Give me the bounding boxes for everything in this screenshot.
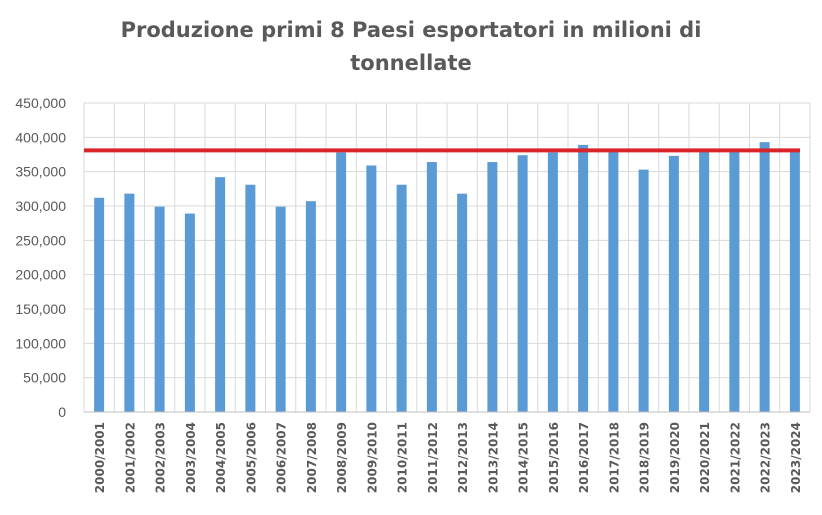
bar [94,197,105,412]
bar [699,151,710,412]
x-tick-label: 2004/2005 [214,422,228,493]
x-tick-label: 2002/2003 [154,422,168,493]
y-tick-label: 400,000 [15,129,66,145]
y-tick-label: 450,000 [15,95,66,111]
x-tick-label: 2007/2008 [305,422,319,493]
bar [245,184,256,412]
bar [729,150,740,412]
x-tick-label: 2012/2013 [456,422,470,493]
bar [789,150,800,412]
chart-title-line-2: tonnellate [350,51,472,75]
x-tick-label: 2022/2023 [759,422,773,493]
x-tick-label: 2010/2011 [396,422,410,493]
x-tick-label: 2001/2002 [123,422,137,493]
bar [668,155,679,412]
y-tick-label: 350,000 [15,164,66,180]
x-tick-label: 2021/2022 [728,422,742,493]
bar [426,162,437,412]
bar [184,213,195,412]
x-tick-label: 2006/2007 [275,422,289,493]
gridlines [83,102,811,412]
x-tick-label: 2023/2024 [789,422,803,493]
x-tick-label: 2000/2001 [93,422,107,493]
bars [94,142,800,413]
bar [396,184,407,412]
x-tick-label: 2009/2010 [365,422,379,493]
bar [638,169,649,412]
x-tick-label: 2019/2020 [668,422,682,493]
x-tick-label: 2014/2015 [517,422,531,493]
y-tick-label: 50,000 [23,370,66,386]
bar [305,201,316,412]
bar [487,162,498,412]
x-tick-label: 2017/2018 [607,422,621,493]
bar [336,152,347,412]
bar [759,142,770,412]
x-tick-label: 2011/2012 [426,422,440,493]
x-tick-label: 2016/2017 [577,422,591,493]
chart-title: Produzione primi 8 Paesi esportatori in … [0,14,822,80]
x-axis-tick-labels: 2000/2001 2001/2002 2002/2003 2003/2004 2004… [93,422,803,493]
bar [578,144,589,413]
x-tick-label: 2003/2004 [184,422,198,493]
y-axis-tick-labels: 0 50,000 100,000 150,000 200,000 250,000 300,0… [15,95,66,420]
x-tick-label: 2018/2019 [638,422,652,493]
x-tick-label: 2013/2014 [486,422,500,493]
chart-title-line-1: Produzione primi 8 Paesi esportatori in … [120,18,702,42]
y-tick-label: 100,000 [15,335,66,351]
x-tick-label: 2008/2009 [335,422,349,493]
bar [366,165,377,412]
bar [154,206,165,412]
bar [275,206,286,412]
y-tick-label: 0 [58,404,66,420]
bar [547,152,558,412]
bar [124,193,135,412]
y-tick-label: 300,000 [15,198,66,214]
bar [457,193,468,412]
bar [517,155,528,413]
y-tick-label: 250,000 [15,232,66,248]
x-tick-label: 2020/2021 [698,422,712,493]
x-tick-label: 2005/2006 [244,422,258,493]
x-tick-label: 2015/2016 [547,422,561,493]
bar [608,150,619,412]
y-tick-label: 200,000 [15,267,66,283]
y-tick-label: 150,000 [15,301,66,317]
bar [215,177,226,412]
